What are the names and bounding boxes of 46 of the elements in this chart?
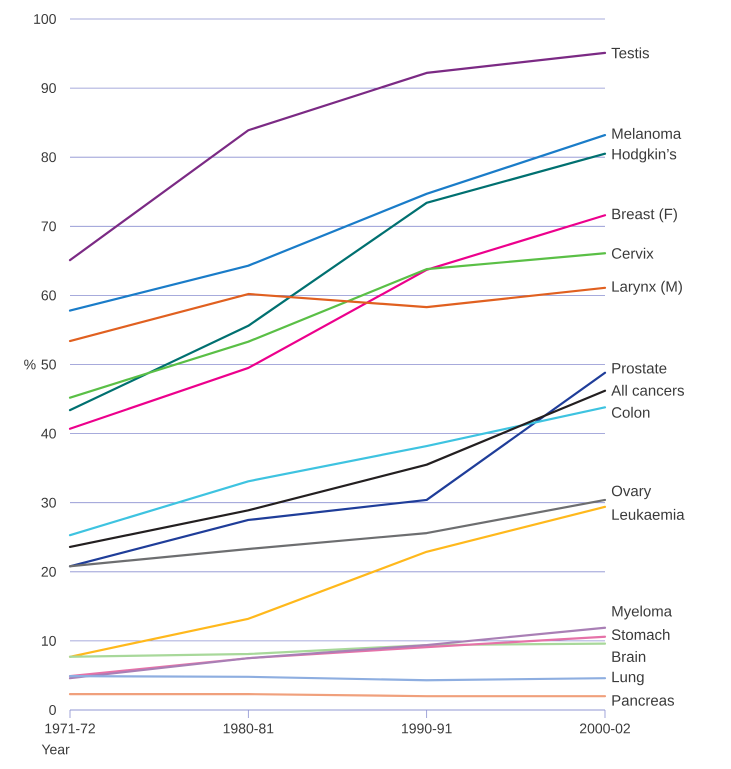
y-tick-label: 40 [41, 428, 56, 439]
series-label: Pancreas [612, 695, 674, 706]
line-series [68, 506, 606, 658]
y-tick-label: 70 [42, 221, 56, 232]
series-label: Leukaemia [612, 508, 685, 520]
series-label: Brain [612, 651, 646, 662]
line-series [68, 52, 606, 262]
line-series [68, 372, 606, 568]
x-tick-label: 1990-91 [402, 724, 452, 734]
line-series [68, 152, 606, 412]
series-label: Prostate [612, 363, 666, 374]
series-label: All cancers [611, 384, 684, 396]
line-series [68, 252, 606, 399]
y-tick-label: 30 [41, 498, 56, 508]
series-label: Melanoma [612, 128, 682, 139]
y-tick-label: 80 [42, 152, 56, 162]
series-label: Testis [612, 47, 649, 58]
line-series [68, 626, 606, 680]
x-tick-label: 2000-02 [580, 724, 630, 734]
x-axis-title: Year [42, 744, 70, 754]
y-axis-title: % [24, 360, 36, 370]
y-tick-label: 10 [42, 636, 56, 646]
series-label: Breast (F) [612, 208, 677, 222]
line-series [68, 286, 606, 342]
y-tick-label: 50 [41, 360, 56, 370]
line-series [68, 406, 606, 536]
series-label: Myeloma [612, 606, 672, 620]
line-series [68, 134, 606, 312]
series-label: Ovary [612, 486, 652, 500]
series-label: Stomach [612, 629, 670, 640]
series-label: Cervix [612, 248, 654, 259]
x-tick-label: 1980-81 [224, 724, 274, 734]
line-series [68, 642, 606, 658]
y-tick-label: 100 [34, 14, 56, 24]
series-label: Colon [612, 406, 650, 418]
y-tick-label: 20 [42, 566, 56, 577]
line-series [68, 498, 606, 568]
line-series [68, 214, 606, 430]
y-tick-label: 90 [42, 83, 56, 94]
line-series [68, 390, 606, 548]
series-label: Lung [612, 672, 644, 686]
y-tick-label: 0 [49, 705, 56, 715]
y-tick-label: 60 [42, 290, 56, 300]
series-label: Larynx (M) [612, 280, 682, 295]
series-label: Hodgkin’s [612, 148, 676, 162]
x-tick-label: 1971-72 [45, 724, 95, 734]
